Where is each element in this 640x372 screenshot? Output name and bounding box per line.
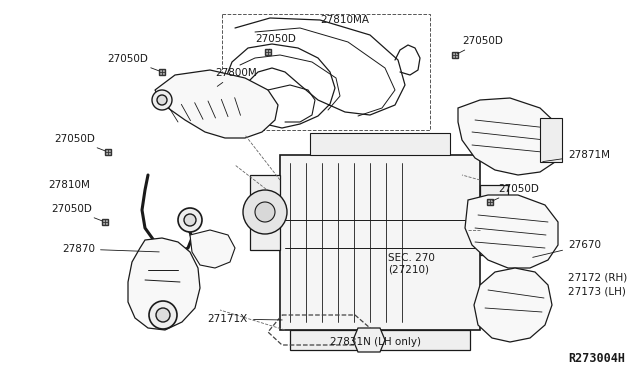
Text: 27810MA: 27810MA: [321, 15, 369, 25]
Text: 27050D: 27050D: [54, 134, 106, 151]
Polygon shape: [290, 330, 470, 350]
Text: 27670: 27670: [532, 240, 601, 257]
Polygon shape: [190, 230, 235, 268]
Polygon shape: [155, 70, 278, 138]
Polygon shape: [250, 175, 280, 250]
Text: 27050D: 27050D: [493, 184, 539, 201]
Text: 27050D: 27050D: [107, 54, 159, 71]
Text: SEC. 270: SEC. 270: [388, 253, 435, 263]
Circle shape: [178, 208, 202, 232]
Text: 27831N (LH only): 27831N (LH only): [330, 337, 420, 347]
Text: (27210): (27210): [388, 265, 429, 275]
Text: 27800M: 27800M: [215, 68, 257, 86]
Polygon shape: [128, 238, 200, 330]
Circle shape: [184, 214, 196, 226]
Polygon shape: [465, 195, 558, 268]
Circle shape: [152, 90, 172, 110]
Text: 27810M: 27810M: [48, 180, 90, 190]
Text: 27871M: 27871M: [543, 150, 610, 161]
Polygon shape: [353, 328, 385, 352]
Polygon shape: [458, 98, 562, 175]
Polygon shape: [480, 185, 508, 255]
Polygon shape: [310, 133, 450, 155]
Circle shape: [156, 308, 170, 322]
Text: 27050D: 27050D: [458, 36, 503, 54]
Circle shape: [243, 190, 287, 234]
Text: 27050D: 27050D: [255, 34, 296, 49]
Polygon shape: [474, 268, 552, 342]
Text: 27870: 27870: [62, 244, 159, 254]
Polygon shape: [280, 155, 480, 330]
Circle shape: [157, 95, 167, 105]
Text: 27172 (RH): 27172 (RH): [568, 273, 627, 283]
Circle shape: [255, 202, 275, 222]
Text: R273004H: R273004H: [568, 352, 625, 365]
Text: 27171X: 27171X: [208, 314, 282, 324]
Text: 27173 (LH): 27173 (LH): [568, 287, 626, 297]
Circle shape: [149, 301, 177, 329]
Polygon shape: [540, 118, 562, 162]
Text: 27050D: 27050D: [51, 204, 102, 221]
